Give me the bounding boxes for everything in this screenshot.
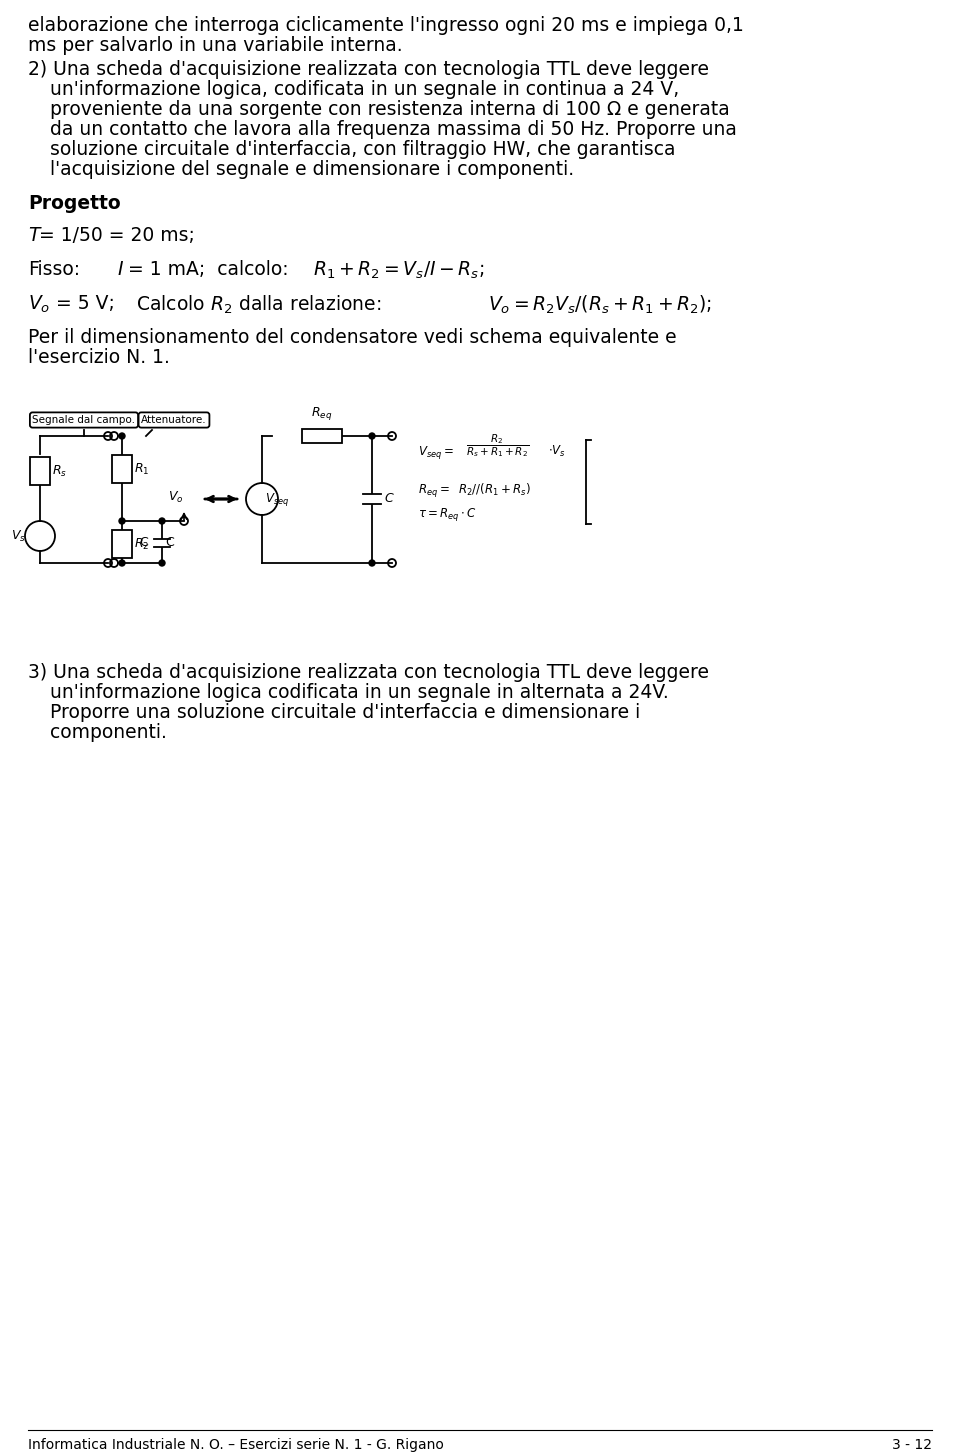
Text: Informatica Industriale N. O. – Esercizi serie N. 1 - G. Rigano: Informatica Industriale N. O. – Esercizi… <box>28 1438 444 1452</box>
Bar <box>112 455 132 483</box>
Text: $\tau = R_{eq} \cdot C$: $\tau = R_{eq} \cdot C$ <box>418 506 477 522</box>
Text: Fisso:: Fisso: <box>28 260 80 279</box>
Text: l'esercizio N. 1.: l'esercizio N. 1. <box>28 348 170 367</box>
Text: $\cdot V_s$: $\cdot V_s$ <box>548 444 565 460</box>
Text: $R_1$: $R_1$ <box>134 461 150 477</box>
Text: $V_o = R_2 V_s / (R_s + R_1 + R_2)$;: $V_o = R_2 V_s / (R_s + R_1 + R_2)$; <box>488 294 712 316</box>
Text: elaborazione che interroga ciclicamente l'ingresso ogni 20 ms e impiega 0,1: elaborazione che interroga ciclicamente … <box>28 16 744 35</box>
Text: Progetto: Progetto <box>28 194 121 212</box>
Text: I: I <box>118 260 124 279</box>
Text: Proporre una soluzione circuitale d'interfaccia e dimensionare i: Proporre una soluzione circuitale d'inte… <box>50 703 640 722</box>
Text: = 1/50 = 20 ms;: = 1/50 = 20 ms; <box>39 226 195 244</box>
Circle shape <box>119 518 125 524</box>
Text: Attenuatore.: Attenuatore. <box>141 415 206 425</box>
Text: $R_2$: $R_2$ <box>134 537 150 551</box>
Text: $V_o$: $V_o$ <box>168 490 183 505</box>
Text: C: C <box>139 537 148 550</box>
Text: = 5 V;: = 5 V; <box>56 294 115 313</box>
Text: $V_{seq}=$: $V_{seq}=$ <box>418 444 454 461</box>
Text: $V_o$: $V_o$ <box>28 294 50 316</box>
Text: Per il dimensionamento del condensatore vedi schema equivalente e: Per il dimensionamento del condensatore … <box>28 327 677 346</box>
Bar <box>112 530 132 559</box>
Circle shape <box>369 560 375 566</box>
Bar <box>30 457 50 485</box>
Circle shape <box>159 518 165 524</box>
Text: Segnale dal campo.: Segnale dal campo. <box>33 415 135 425</box>
Text: $R_{eq}$: $R_{eq}$ <box>311 404 333 422</box>
Text: $V_{seq}$: $V_{seq}$ <box>265 490 289 508</box>
Text: Calcolo $R_2$ dalla relazione:: Calcolo $R_2$ dalla relazione: <box>136 294 381 316</box>
Circle shape <box>119 434 125 439</box>
Text: proveniente da una sorgente con resistenza interna di 100 Ω e generata: proveniente da una sorgente con resisten… <box>50 100 730 119</box>
Text: da un contatto che lavora alla frequenza massima di 50 Hz. Proporre una: da un contatto che lavora alla frequenza… <box>50 119 737 140</box>
Bar <box>302 429 342 442</box>
Text: l'acquisizione del segnale e dimensionare i componenti.: l'acquisizione del segnale e dimensionar… <box>50 160 574 179</box>
Text: soluzione circuitale d'interfaccia, con filtraggio HW, che garantisca: soluzione circuitale d'interfaccia, con … <box>50 140 676 159</box>
Text: componenti.: componenti. <box>50 723 167 742</box>
Text: = 1 mA;  calcolo:: = 1 mA; calcolo: <box>128 260 289 279</box>
Text: $V_s$: $V_s$ <box>11 528 26 544</box>
Circle shape <box>369 434 375 439</box>
Text: $R_2//(R_1+R_s)$: $R_2//(R_1+R_s)$ <box>458 482 531 498</box>
Text: 3 - 12: 3 - 12 <box>892 1438 932 1452</box>
Circle shape <box>159 560 165 566</box>
Text: ms per salvarlo in una variabile interna.: ms per salvarlo in una variabile interna… <box>28 36 402 55</box>
Text: 2) Una scheda d'acquisizione realizzata con tecnologia TTL deve leggere: 2) Una scheda d'acquisizione realizzata … <box>28 60 709 79</box>
Text: $R_{eq}=$: $R_{eq}=$ <box>418 482 449 499</box>
Text: $C$: $C$ <box>384 492 395 505</box>
Text: un'informazione logica codificata in un segnale in alternata a 24V.: un'informazione logica codificata in un … <box>50 682 669 701</box>
Text: $R_s$: $R_s$ <box>52 464 67 479</box>
Text: T: T <box>28 226 39 244</box>
Circle shape <box>119 560 125 566</box>
Text: $R_1 + R_2 = V_s/I - R_s$;: $R_1 + R_2 = V_s/I - R_s$; <box>313 260 485 281</box>
Text: C: C <box>165 537 174 550</box>
Text: $\dfrac{R_2}{R_s+R_1+R_2}$: $\dfrac{R_2}{R_s+R_1+R_2}$ <box>466 432 529 460</box>
Text: 3) Una scheda d'acquisizione realizzata con tecnologia TTL deve leggere: 3) Una scheda d'acquisizione realizzata … <box>28 663 709 682</box>
Text: un'informazione logica, codificata in un segnale in continua a 24 V,: un'informazione logica, codificata in un… <box>50 80 680 99</box>
